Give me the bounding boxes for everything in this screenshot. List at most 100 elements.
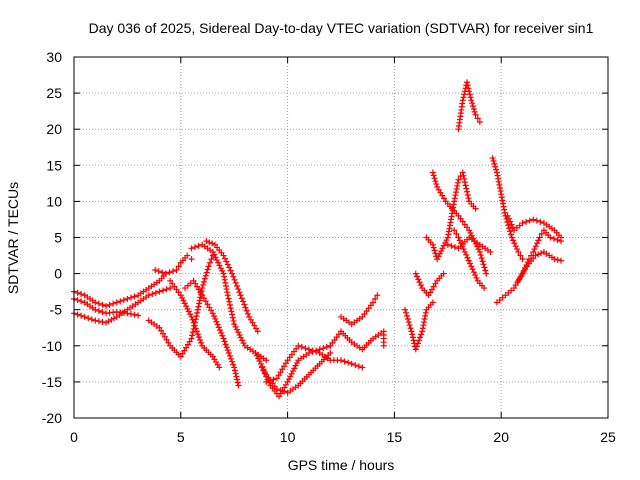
data-point-interp: [240, 340, 247, 347]
data-point: [338, 357, 344, 364]
data-point-interp: [257, 360, 264, 367]
data-point-interp: [403, 312, 410, 319]
data-point-interp: [313, 348, 320, 355]
data-point-interp: [189, 329, 196, 336]
data-point: [547, 234, 554, 241]
data-point-interp: [212, 254, 219, 261]
data-point: [124, 295, 131, 302]
data-point-interp: [202, 298, 209, 305]
data-point-interp: [496, 184, 503, 191]
data-point: [359, 364, 366, 371]
data-point-interp: [501, 206, 508, 213]
data-point-interp: [414, 340, 421, 347]
data-point-interp: [187, 311, 194, 318]
data-point: [434, 256, 441, 263]
data-point-interp: [212, 315, 219, 322]
data-point-interp: [470, 103, 477, 110]
data-point-interp: [497, 188, 504, 195]
data-point-interp: [195, 334, 202, 341]
data-point-interp: [277, 369, 284, 376]
x-tick-label: 25: [600, 429, 616, 445]
data-point-interp: [460, 94, 467, 101]
data-point-interp: [244, 310, 251, 317]
data-point: [231, 321, 238, 328]
data-point: [295, 342, 302, 349]
data-point-interp: [192, 244, 199, 251]
plot-frame: [73, 56, 609, 419]
data-point: [167, 285, 174, 292]
data-point: [203, 238, 210, 245]
data-point-interp: [149, 291, 156, 298]
data-point-interp: [221, 276, 228, 283]
data-point: [530, 248, 537, 255]
y-tick-label: 30: [46, 49, 62, 65]
data-point-interp: [233, 282, 240, 289]
data-point-interp: [169, 268, 176, 275]
data-point-interp: [181, 300, 188, 307]
data-point-interp: [550, 235, 557, 242]
data-point-interp: [293, 359, 300, 366]
data-point-interp: [209, 240, 216, 247]
data-point-interp: [163, 336, 170, 343]
data-point-interp: [74, 297, 81, 304]
data-point-interp: [517, 252, 524, 259]
data-point-interp: [229, 358, 236, 365]
data-point-interp: [127, 294, 134, 301]
data-point-interp: [465, 195, 472, 202]
data-point: [205, 263, 212, 270]
data-point-interp: [478, 255, 485, 262]
data-point: [472, 205, 479, 212]
data-point-interp: [221, 255, 228, 262]
data-point-interp: [184, 341, 191, 348]
data-point-interp: [507, 231, 514, 238]
data-point-interp: [345, 359, 352, 366]
data-point: [519, 220, 526, 227]
data-point-interp: [514, 246, 521, 253]
data-point: [408, 328, 415, 335]
data-point-interp: [204, 301, 211, 308]
data-point-interp: [110, 300, 117, 307]
y-tick-label: 10: [46, 193, 62, 209]
data-point-interp: [493, 166, 500, 173]
data-point-interp: [298, 344, 305, 351]
data-point: [327, 350, 334, 357]
data-point: [263, 378, 270, 385]
data-point: [184, 252, 191, 259]
data-point-interp: [106, 301, 113, 308]
data-point-interp: [467, 260, 474, 267]
data-point-interp: [260, 367, 267, 374]
data-point-interp: [465, 257, 472, 264]
data-point-interp: [223, 286, 230, 293]
data-point: [92, 317, 99, 324]
data-point: [237, 292, 244, 299]
data-point-interp: [189, 332, 196, 339]
data-point-interp: [302, 345, 309, 352]
data-point: [209, 248, 216, 255]
data-point-interp: [470, 269, 477, 276]
data-point-interp: [436, 250, 443, 257]
data-point-interp: [420, 322, 427, 329]
data-point-interp: [472, 240, 479, 247]
data-point-interp: [430, 244, 437, 251]
data-point-interp: [190, 319, 197, 326]
data-point-interp: [197, 337, 204, 344]
y-axis-label: SDTVAR / TECUs: [5, 182, 21, 294]
data-point: [451, 198, 458, 205]
data-point: [135, 312, 142, 319]
data-point: [464, 79, 471, 86]
data-point-interp: [179, 294, 186, 301]
data-point-interp: [85, 315, 92, 322]
data-point: [305, 346, 312, 353]
data-point-interp: [88, 316, 95, 323]
data-point-interp: [467, 94, 474, 101]
data-point-interp: [236, 331, 243, 338]
data-point-interp: [229, 311, 236, 318]
data-point-interp: [160, 330, 166, 337]
data-point-interp: [456, 237, 463, 244]
data-point-interp: [309, 347, 316, 354]
data-point-interp: [419, 325, 426, 332]
data-point-interp: [256, 358, 263, 365]
data-point-interp: [230, 361, 237, 368]
data-point: [162, 270, 169, 277]
data-point-interp: [512, 243, 519, 250]
